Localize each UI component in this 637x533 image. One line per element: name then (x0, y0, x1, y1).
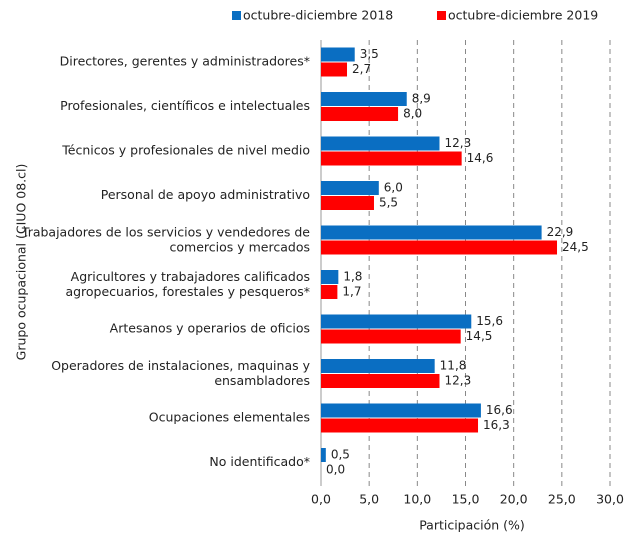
bar (321, 92, 407, 106)
bar (321, 403, 481, 418)
category-label: Trabajadores de los servicios y vendedor… (21, 224, 310, 254)
value-label: 14,6 (467, 151, 494, 165)
category-label: Personal de apoyo administrativo (101, 187, 310, 202)
legend-label: octubre-diciembre 2018 (243, 8, 393, 23)
value-label: 16,6 (486, 403, 513, 417)
x-tick-label: 10,0 (403, 492, 431, 507)
bar (321, 418, 479, 433)
category-label: Técnicos y profesionales de nivel medio (61, 143, 310, 158)
bar (321, 151, 462, 166)
bar (321, 314, 472, 329)
value-label: 8,0 (403, 107, 422, 121)
bar (321, 359, 435, 373)
x-tick-label: 25,0 (548, 492, 576, 507)
value-label: 3,5 (360, 47, 379, 61)
bar (321, 196, 374, 210)
x-tick-label: 30,0 (596, 492, 624, 507)
bar (321, 47, 355, 62)
category-label: Profesionales, científicos e intelectual… (60, 98, 310, 113)
value-label: 12,3 (444, 136, 471, 150)
x-tick-label: 15,0 (452, 492, 480, 507)
bar (321, 374, 440, 388)
value-label: 16,3 (483, 418, 510, 432)
category-label: No identificado* (209, 454, 310, 469)
x-tick-label: 0,0 (311, 492, 331, 507)
bar (321, 62, 348, 77)
value-label: 14,5 (466, 329, 493, 343)
value-label: 0,5 (331, 448, 350, 462)
value-label: 8,9 (412, 92, 431, 106)
legend-swatch (232, 11, 241, 20)
value-label: 12,3 (444, 374, 471, 388)
bar (321, 240, 558, 255)
bar (321, 448, 326, 462)
legend-label: octubre-diciembre 2019 (448, 8, 598, 23)
category-label: Directores, gerentes y administradores* (60, 54, 310, 69)
bar (321, 181, 379, 195)
bar (321, 107, 399, 121)
value-label: 2,7 (352, 62, 371, 76)
bar (321, 225, 542, 240)
bar (321, 329, 461, 344)
value-label: 5,5 (379, 196, 398, 210)
value-label: 6,0 (384, 181, 403, 195)
value-label: 1,7 (342, 285, 361, 299)
bar (321, 285, 338, 299)
value-label: 0,0 (326, 463, 345, 477)
value-label: 11,8 (440, 359, 467, 373)
x-tick-label: 20,0 (500, 492, 528, 507)
x-tick-label: 5,0 (359, 492, 379, 507)
bar (321, 270, 339, 284)
value-label: 22,9 (547, 225, 574, 239)
bar (321, 136, 440, 151)
legend-swatch (437, 11, 446, 20)
category-label: Ocupaciones elementales (149, 410, 310, 425)
category-label: Artesanos y operarios de oficios (110, 321, 310, 336)
value-label: 24,5 (562, 240, 589, 254)
value-label: 1,8 (343, 270, 362, 284)
value-label: 15,6 (476, 314, 503, 328)
category-label: Agricultores y trabajadores calificados a… (65, 269, 310, 299)
x-axis-title: Participación (%) (419, 518, 525, 533)
y-axis-title: Grupo ocupacional (CIUO 08.cl) (14, 164, 29, 361)
